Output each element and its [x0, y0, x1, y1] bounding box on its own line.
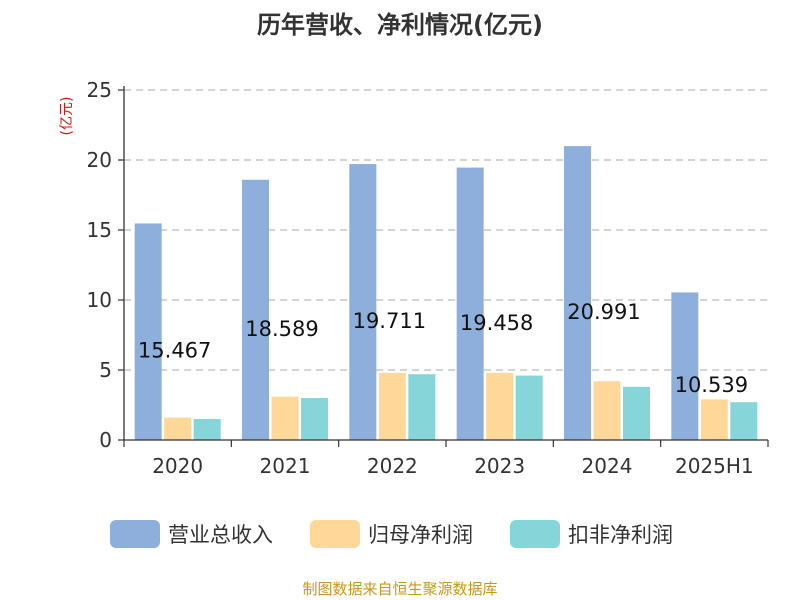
legend-label: 归母净利润	[368, 523, 473, 547]
bar	[378, 372, 406, 440]
legend-label: 扣非净利润	[568, 523, 673, 547]
bar	[486, 372, 514, 440]
y-tick-label: 25	[87, 78, 112, 102]
data-label: 20.991	[567, 300, 640, 324]
x-tick-label: 2020	[152, 454, 203, 478]
x-tick-label: 2022	[367, 454, 418, 478]
bar	[242, 179, 269, 440]
bar	[700, 399, 728, 440]
legend-swatch	[110, 520, 160, 548]
y-tick-label: 0	[99, 428, 112, 452]
data-label: 18.589	[245, 317, 318, 341]
legend-swatch	[310, 520, 360, 548]
bar	[593, 381, 621, 440]
data-label: 15.467	[138, 339, 211, 363]
bar	[671, 292, 699, 440]
y-tick-label: 5	[99, 358, 112, 382]
x-tick-label: 2024	[582, 454, 633, 478]
data-labels: 15.467 18.589 19.711 19.458 20.991 10.539	[138, 300, 748, 397]
bar	[564, 146, 591, 440]
bars	[134, 146, 758, 440]
axes: 0 5 10 15 20 25 2020 2021 2022 2023 2024 2025H1	[87, 78, 769, 478]
bar	[623, 386, 650, 440]
x-tick-label: 2021	[260, 454, 311, 478]
chart-title: 历年营收、净利情况(亿元)	[257, 11, 543, 39]
bar	[301, 398, 328, 440]
bar	[730, 402, 758, 440]
bar	[456, 167, 484, 440]
x-tick-label: 2023	[474, 454, 525, 478]
legend-swatch	[510, 520, 560, 548]
data-label: 19.711	[353, 309, 426, 333]
source-note: 制图数据来自恒生聚源数据库	[302, 580, 497, 598]
bar	[349, 164, 377, 440]
bar	[408, 374, 436, 440]
legend-label: 营业总收入	[168, 523, 273, 547]
legend: 营业总收入 归母净利润 扣非净利润	[110, 520, 673, 548]
y-tick-label: 15	[87, 218, 112, 242]
data-label: 19.458	[460, 311, 533, 335]
bar	[271, 396, 299, 440]
y-tick-label: 10	[87, 288, 112, 312]
bar	[515, 375, 543, 440]
bar	[134, 223, 162, 440]
bar	[193, 419, 221, 440]
bar	[164, 417, 192, 440]
y-axis-label: (亿元)	[59, 97, 75, 136]
data-label: 10.539	[675, 373, 748, 397]
y-tick-label: 20	[87, 148, 112, 172]
x-tick-label: 2025H1	[675, 454, 754, 478]
